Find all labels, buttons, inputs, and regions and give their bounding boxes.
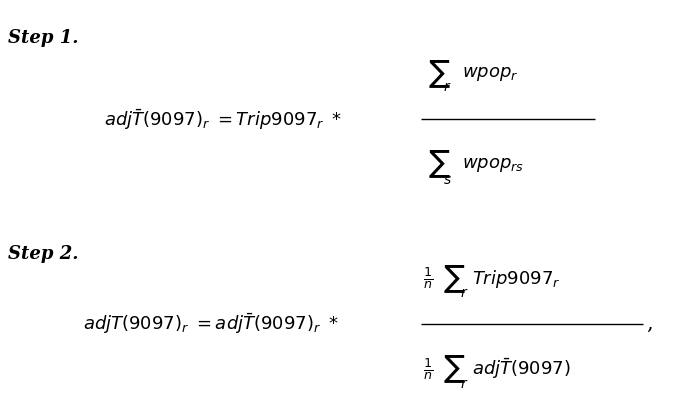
Text: $r$: $r$ — [460, 377, 469, 390]
Text: $\sum$: $\sum$ — [443, 263, 466, 295]
Text: $\frac{1}{n}$: $\frac{1}{n}$ — [423, 266, 433, 291]
Text: $adj\bar{T}(9097)_{r}$ $= Trip9097_{r}\ *$: $adj\bar{T}(9097)_{r}$ $= Trip9097_{r}\ … — [103, 107, 342, 131]
Text: $wpop_{r}$: $wpop_{r}$ — [462, 65, 519, 83]
Text: Step 1.: Step 1. — [8, 29, 79, 47]
Text: $wpop_{rs}$: $wpop_{rs}$ — [462, 156, 524, 173]
Text: $adj\bar{T}(9097)$: $adj\bar{T}(9097)$ — [472, 357, 571, 381]
Text: $\sum$: $\sum$ — [427, 58, 450, 90]
Text: $s$: $s$ — [443, 173, 452, 187]
Text: $r$: $r$ — [443, 80, 452, 94]
Text: $Trip9097_{r}$: $Trip9097_{r}$ — [472, 268, 561, 289]
Text: $adjT(9097)_{r}$ $= adj\bar{T}(9097)_{r}\ *$: $adjT(9097)_{r}$ $= adj\bar{T}(9097)_{r}… — [84, 312, 339, 336]
Text: $\sum$: $\sum$ — [443, 353, 466, 385]
Text: Step 2.: Step 2. — [8, 245, 79, 263]
Text: $r$: $r$ — [460, 286, 469, 300]
Text: ,: , — [646, 314, 653, 333]
Text: $\sum$: $\sum$ — [427, 148, 450, 181]
Text: $\frac{1}{n}$: $\frac{1}{n}$ — [423, 356, 433, 382]
